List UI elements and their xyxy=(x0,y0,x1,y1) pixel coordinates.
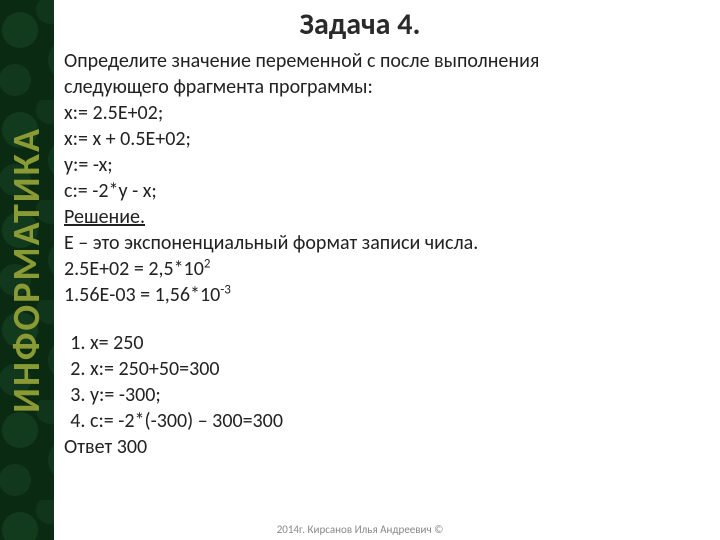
sidebar: ИНФОРМАТИКА xyxy=(0,0,54,540)
solution-line-3-exp: -3 xyxy=(220,282,231,297)
code-line-4: c:= -2*y - x; xyxy=(64,178,704,204)
content: Определите значение переменной с после в… xyxy=(64,48,704,460)
solution-heading: Решение. xyxy=(64,204,704,230)
step-item: c:= -2*(-300) – 300=300 xyxy=(90,408,704,434)
solution-line-2-base: 2.5Е+02 = 2,5*10 xyxy=(64,257,204,281)
solution-line-3-base: 1.56Е-03 = 1,56*10 xyxy=(64,283,220,307)
steps-list: x= 250 x:= 250+50=300 y:= -300; c:= -2*(… xyxy=(64,330,704,434)
intro-line-2: следующего фрагмента программы: xyxy=(64,74,704,100)
intro-line-1: Определите значение переменной с после в… xyxy=(64,48,704,74)
solution-line-3: 1.56Е-03 = 1,56*10-3 xyxy=(64,282,704,308)
sidebar-label: ИНФОРМАТИКА xyxy=(4,127,50,413)
footer-copyright: 2014г. Кирсанов Илья Андреевич © xyxy=(0,523,720,536)
solution-line-1: Е – это экспоненциальный формат записи ч… xyxy=(64,230,704,256)
solution-line-2-exp: 2 xyxy=(204,256,211,271)
step-item: x= 250 xyxy=(90,330,704,356)
step-item: y:= -300; xyxy=(90,382,704,408)
page-title: Задача 4. xyxy=(0,6,720,43)
step-item: x:= 250+50=300 xyxy=(90,356,704,382)
code-line-1: x:= 2.5E+02; xyxy=(64,100,704,126)
solution-line-2: 2.5Е+02 = 2,5*102 xyxy=(64,256,704,282)
code-line-3: y:= -x; xyxy=(64,152,704,178)
code-line-2: x:= x + 0.5E+02; xyxy=(64,126,704,152)
answer: Ответ 300 xyxy=(64,434,704,460)
